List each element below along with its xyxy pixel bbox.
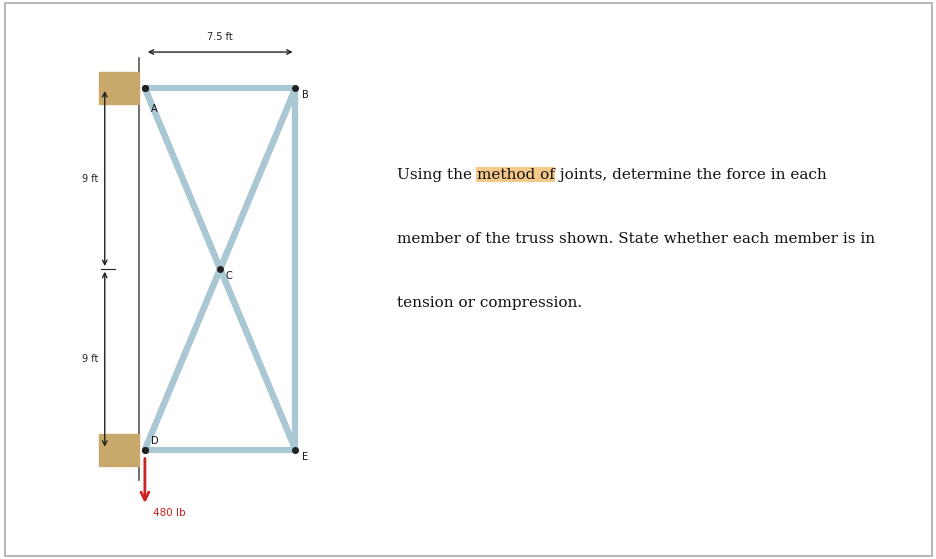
Text: method of: method of xyxy=(476,168,554,182)
Text: 7.5 ft: 7.5 ft xyxy=(207,32,233,42)
Text: D: D xyxy=(151,435,158,446)
Text: E: E xyxy=(301,452,307,462)
Text: member of the truss shown. State whether each member is in: member of the truss shown. State whether… xyxy=(397,232,874,246)
Bar xyxy=(98,434,139,466)
Text: 9 ft: 9 ft xyxy=(82,173,98,183)
Text: 9 ft: 9 ft xyxy=(82,354,98,364)
Text: joints, determine the force in each: joints, determine the force in each xyxy=(554,168,826,182)
Text: A: A xyxy=(151,105,157,114)
Text: 480 lb: 480 lb xyxy=(153,508,185,518)
Bar xyxy=(98,72,139,104)
Text: Using the: Using the xyxy=(397,168,476,182)
Text: C: C xyxy=(225,271,232,281)
Text: tension or compression.: tension or compression. xyxy=(397,296,581,310)
Text: B: B xyxy=(301,90,308,100)
